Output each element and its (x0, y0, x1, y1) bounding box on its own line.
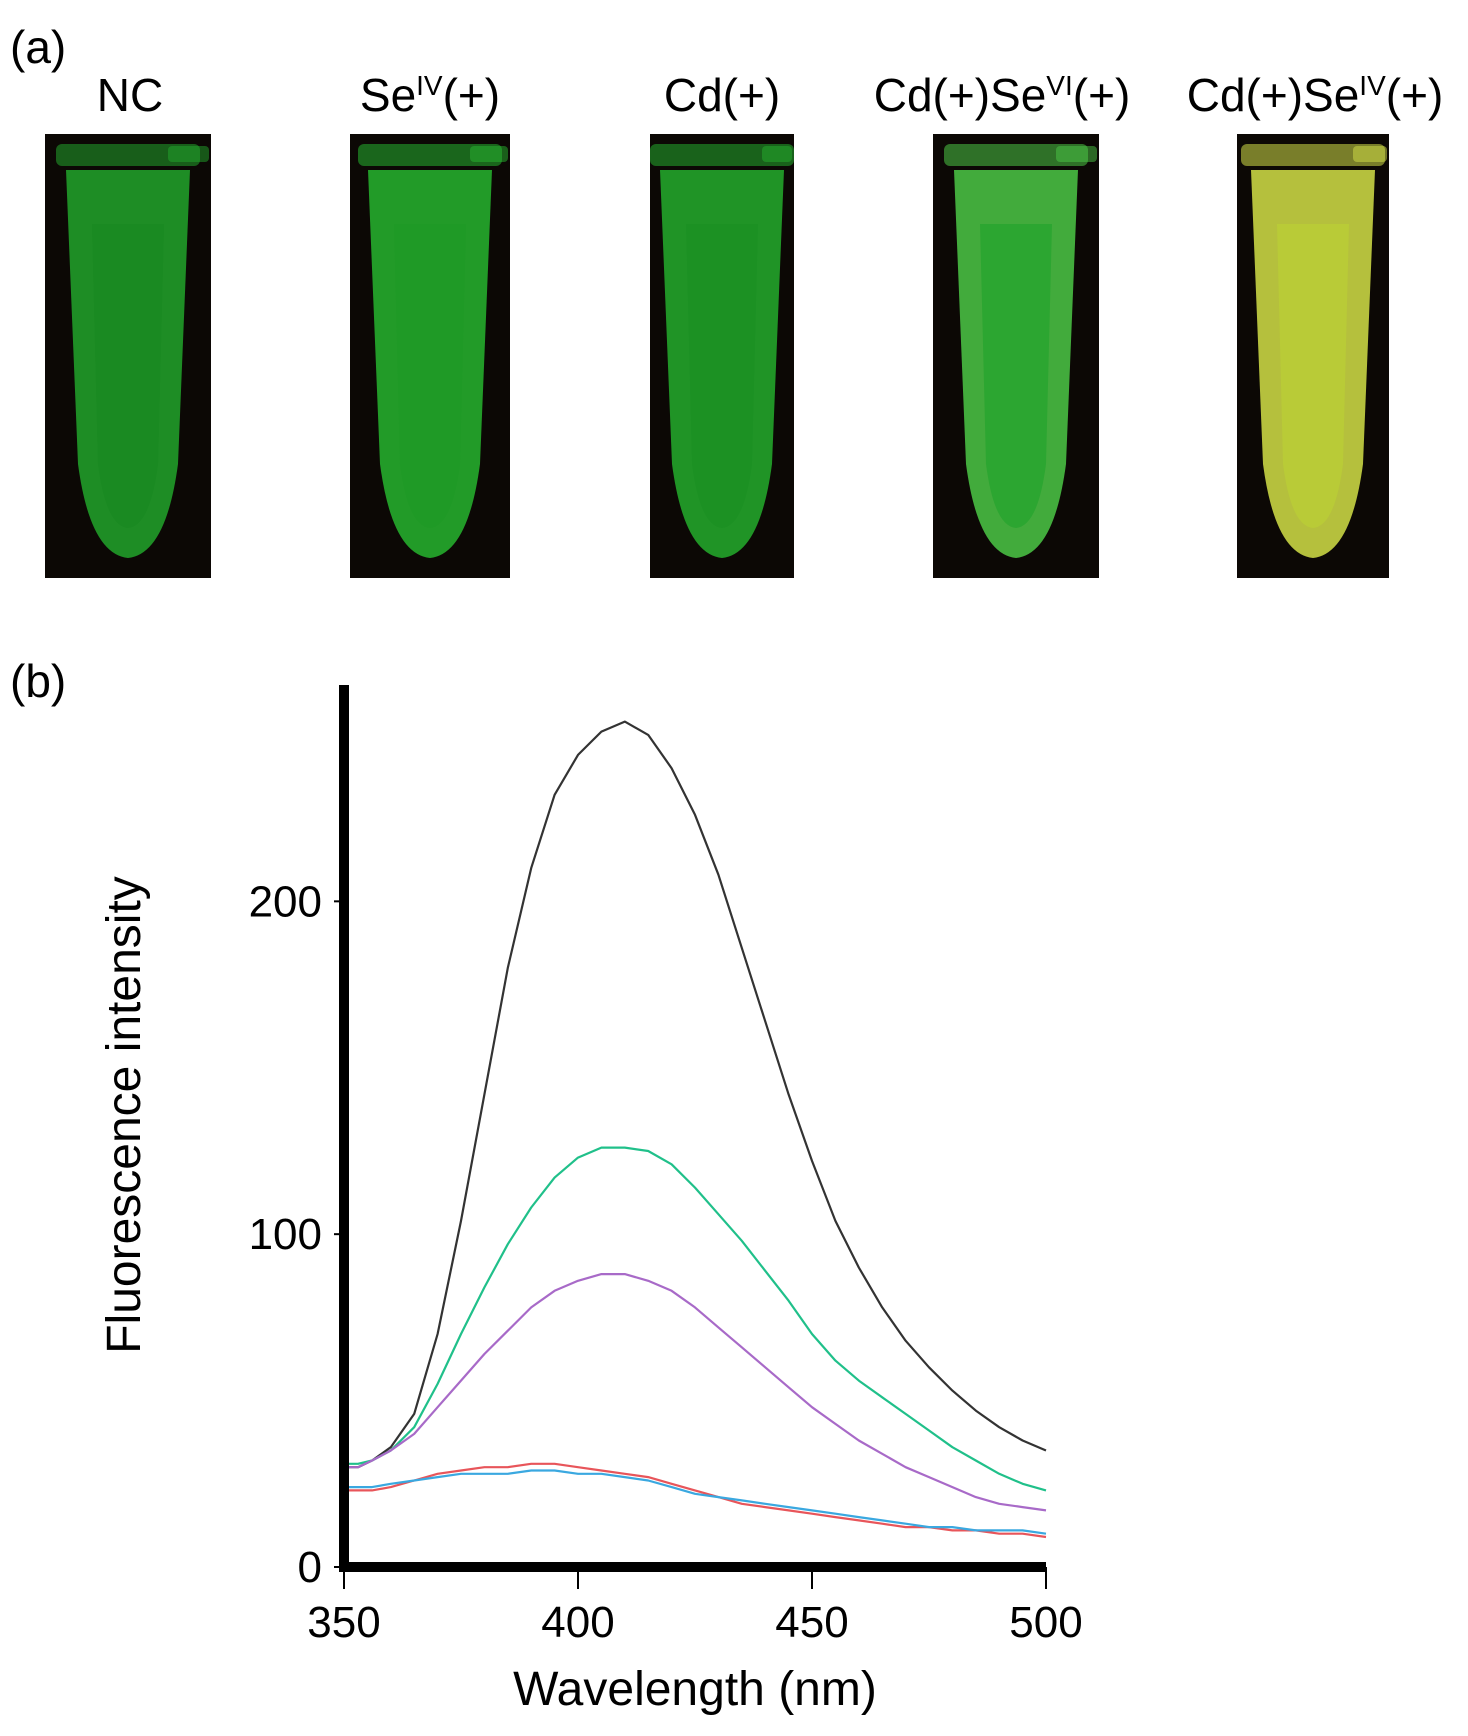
tube-photo-cd-se-iv (1237, 134, 1389, 578)
y-tick-label: 100 (249, 1210, 322, 1259)
tube-title-cd-se-vi: Cd(+)SeVI(+) (873, 69, 1131, 121)
tube-liquid (980, 224, 1052, 528)
tube-title-cd-se-iv: Cd(+)SeIV(+) (1186, 69, 1444, 121)
x-tick-label: 450 (775, 1598, 848, 1647)
tube-cap-tab (168, 146, 209, 162)
panel-a-label: (a) (10, 21, 67, 73)
tube-title-cd: Cd(+) (663, 69, 781, 121)
tube-cap (650, 144, 794, 166)
tube-liquid (686, 224, 758, 528)
x-tick-label: 400 (541, 1598, 614, 1647)
x-tick-label: 500 (1009, 1598, 1082, 1647)
tube-liquid (92, 224, 164, 528)
tube-liquid (1277, 224, 1349, 528)
tube-photo-cd (650, 134, 794, 578)
tube-cap (358, 144, 502, 166)
x-tick-label: 350 (307, 1598, 380, 1647)
series-line-purple (344, 1272, 1047, 1512)
series-line-blue (344, 1469, 1047, 1535)
tube-cap (1241, 144, 1385, 166)
tube-photo-se-iv (350, 134, 510, 578)
tube-cap-tab (470, 146, 508, 162)
tube-cap-tab (1353, 146, 1387, 162)
tube-title-se-iv: SeIV(+) (359, 69, 501, 121)
y-tick-label: 0 (298, 1543, 322, 1592)
y-axis-label: Fluorescence intensity (98, 876, 151, 1354)
tube-cap-tab (762, 146, 792, 162)
tube-photo-cd-se-vi (933, 134, 1099, 578)
tube-cap (56, 144, 200, 166)
y-tick-label: 200 (249, 877, 322, 926)
tube-title-nc: NC (96, 69, 164, 121)
series-line-green (344, 1146, 1047, 1492)
x-axis-label: Wavelength (nm) (513, 1663, 877, 1716)
series-line-black (344, 720, 1047, 1469)
panel-b-label: (b) (10, 655, 67, 707)
tube-liquid (394, 224, 466, 528)
tube-cap (944, 144, 1088, 166)
tube-cap-tab (1056, 146, 1097, 162)
tube-photo-nc (45, 134, 211, 578)
